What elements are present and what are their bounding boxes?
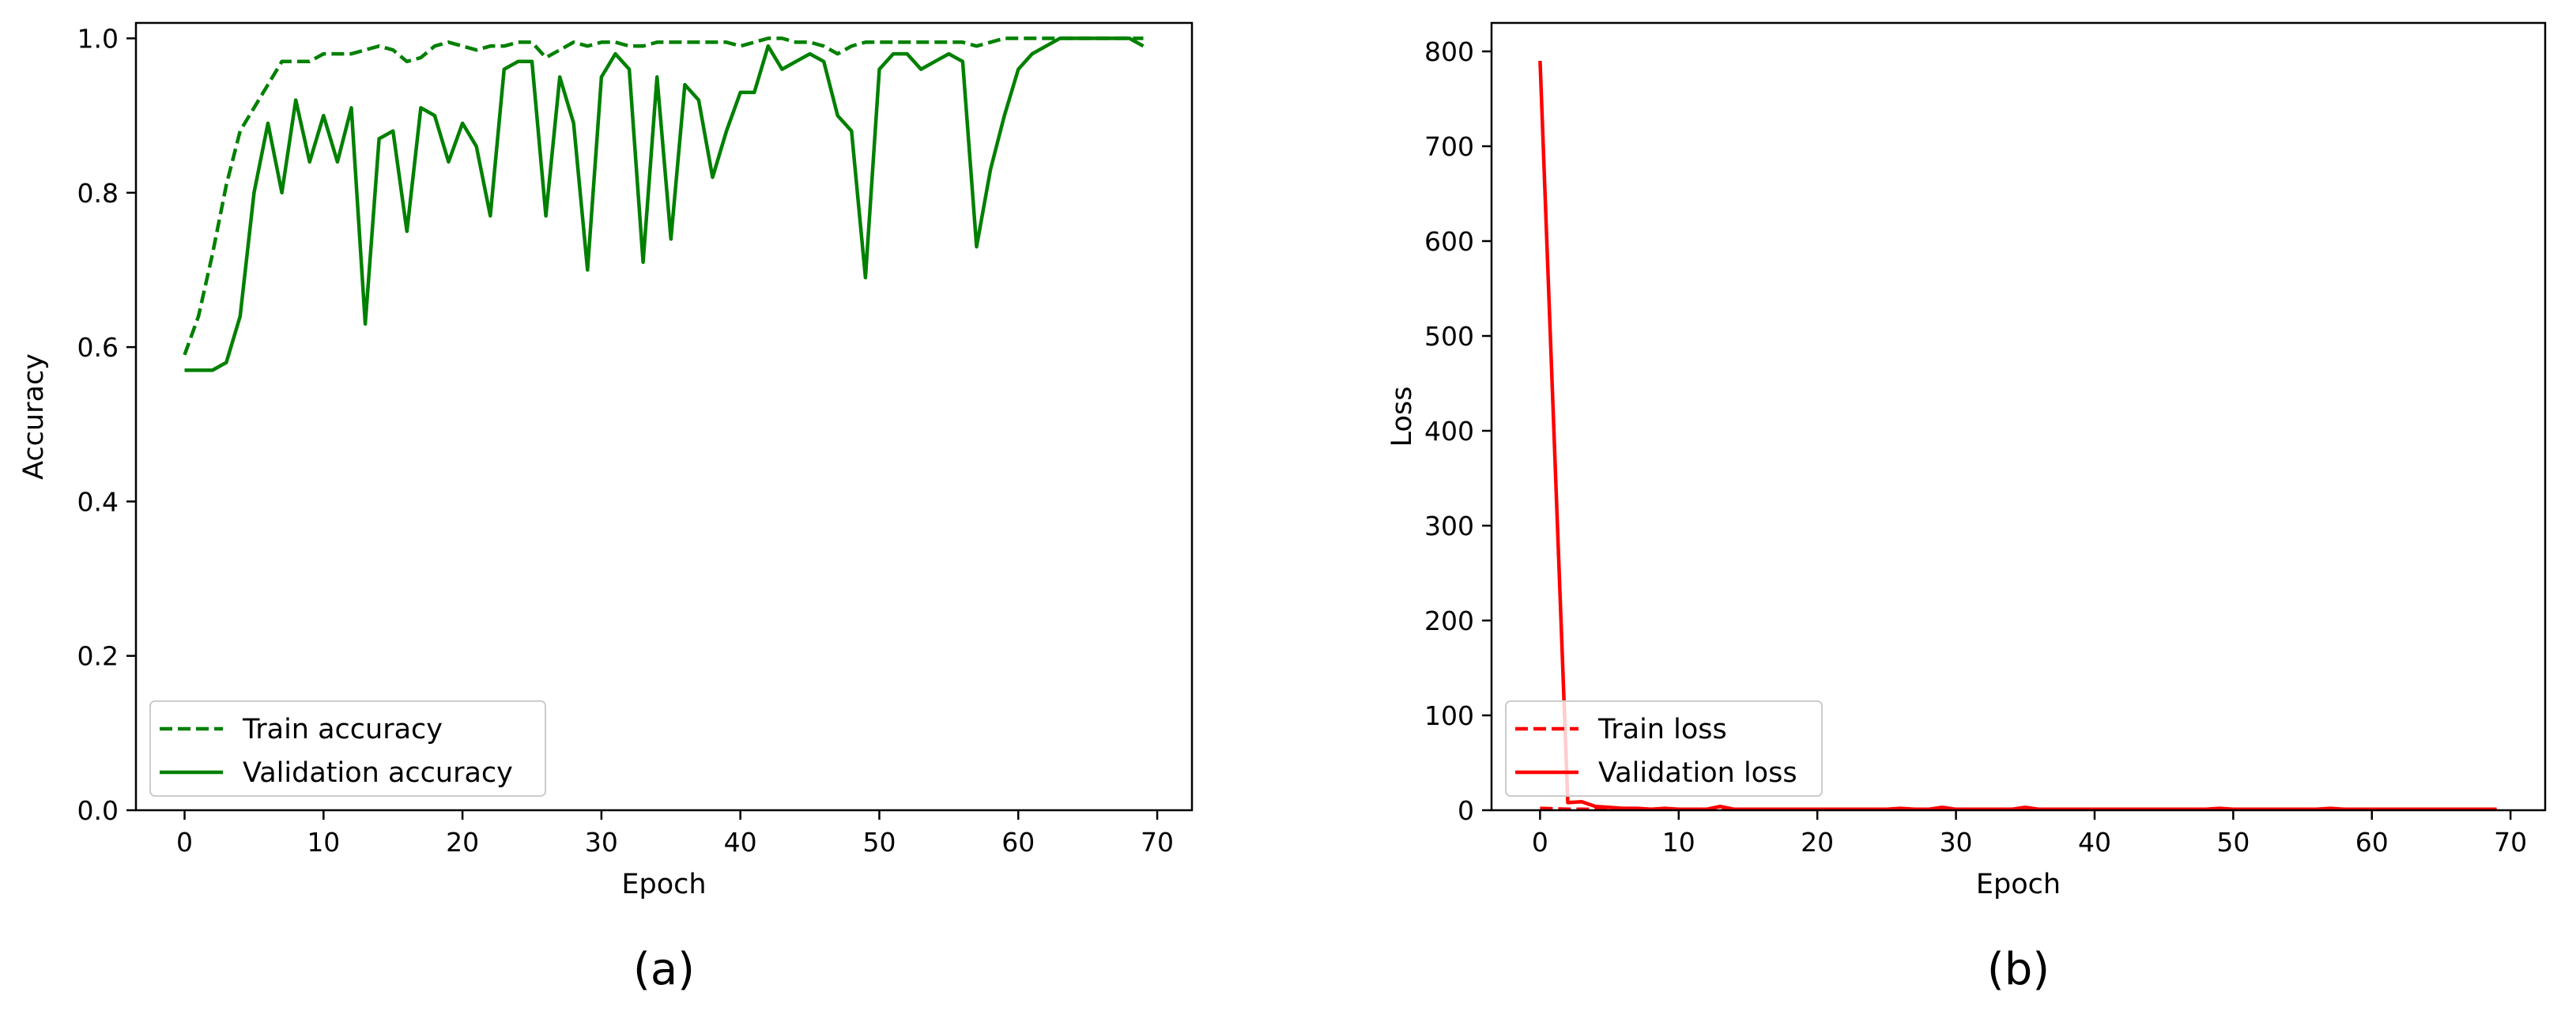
legend-label-validation-accuracy: Validation accuracy <box>243 757 513 789</box>
accuracy-plot-area <box>183 36 1145 372</box>
loss-chart: 0 10 20 30 40 50 60 700100200300400500600700800… <box>1386 21 2547 995</box>
loss-x-axis-label: Epoch <box>1976 869 2061 900</box>
loss-plot-area <box>1538 60 2497 810</box>
accuracy-y-tick-label: 0.8 <box>77 178 119 209</box>
legend-label-train-accuracy: Train accuracy <box>242 714 443 745</box>
accuracy-y-tick-label: 0.4 <box>77 486 119 517</box>
loss-y-tick-label: 500 <box>1424 321 1474 352</box>
loss-x-tick-label: 70 <box>2494 827 2527 858</box>
accuracy-y-tick-label: 0.2 <box>77 641 119 672</box>
loss-y-tick-label: 400 <box>1424 416 1474 447</box>
accuracy-x-axis-label: Epoch <box>621 869 706 900</box>
legend-label-validation-loss: Validation loss <box>1598 757 1797 789</box>
accuracy-series-train-accuracy <box>183 36 1144 356</box>
loss-y-tick-label: 200 <box>1424 605 1474 636</box>
accuracy-y-tick-label: 0.6 <box>77 332 119 363</box>
accuracy-chart: 0 10 20 30 40 50 60 700.00.20.40.60.81.0 Epoch … <box>18 21 1194 995</box>
loss-x-tick-label: 20 <box>1801 827 1834 858</box>
accuracy-x-tick-label: 50 <box>862 827 896 858</box>
accuracy-x-tick-label: 10 <box>307 827 340 858</box>
loss-legend: Train loss Validation loss <box>1505 700 1823 797</box>
accuracy-axes-frame <box>134 21 1194 812</box>
loss-x-tick-label: 40 <box>2078 827 2111 858</box>
accuracy-ticks: 0 10 20 30 40 50 60 70 0.0 0.2 0.4 0.6 0.8 1.0 <box>77 24 1175 858</box>
accuracy-y-axis-label: Accuracy <box>18 353 50 480</box>
loss-x-tick-label: 0 <box>1532 827 1548 858</box>
accuracy-x-tick-label: 20 <box>446 827 479 858</box>
loss-legend-box <box>1505 700 1823 797</box>
accuracy-series-validation-accuracy <box>184 36 1145 372</box>
loss-axes-frame <box>1490 21 2547 812</box>
accuracy-y-tick-label: 0.0 <box>77 795 119 826</box>
accuracy-x-tick-label: 60 <box>1001 827 1035 858</box>
loss-y-tick-label: 700 <box>1424 131 1474 162</box>
accuracy-legend-box <box>149 700 546 797</box>
loss-x-tick-label: 30 <box>1940 827 1973 858</box>
loss-caption: (b) <box>1987 944 2050 995</box>
loss-y-tick-label: 0 <box>1458 795 1474 826</box>
loss-x-tick-label: 10 <box>1662 827 1695 858</box>
accuracy-x-tick-label: 30 <box>585 827 618 858</box>
loss-y-tick-label: 800 <box>1424 36 1474 67</box>
loss-y-axis-label: Loss <box>1386 387 1418 447</box>
loss-y-tick-label: 300 <box>1424 511 1474 541</box>
loss-y-tick-label: 600 <box>1424 226 1474 257</box>
accuracy-x-tick-label: 0 <box>176 827 193 858</box>
accuracy-caption: (a) <box>633 944 695 995</box>
accuracy-x-tick-label: 40 <box>724 827 757 858</box>
loss-x-tick-label: 60 <box>2355 827 2389 858</box>
accuracy-y-tick-label: 1.0 <box>77 24 119 55</box>
accuracy-x-tick-label: 70 <box>1141 827 1174 858</box>
loss-x-tick-label: 50 <box>2216 827 2250 858</box>
loss-y-tick-label: 100 <box>1424 700 1474 731</box>
accuracy-legend: Train accuracy Validation accuracy <box>149 700 546 797</box>
loss-series-validation-loss <box>1538 60 2497 810</box>
legend-label-train-loss: Train loss <box>1597 714 1727 745</box>
